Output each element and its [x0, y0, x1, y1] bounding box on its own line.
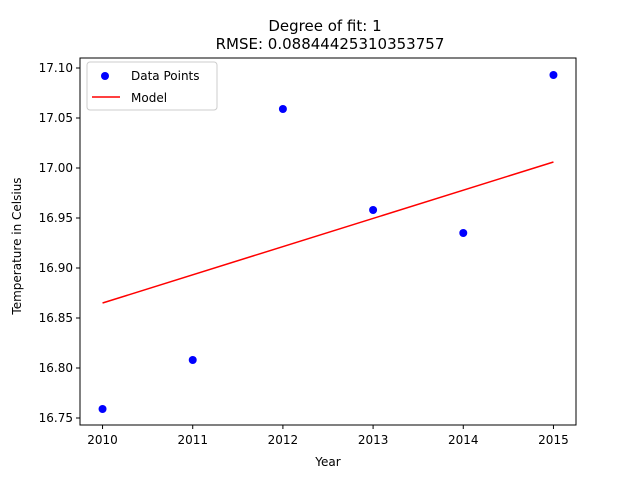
y-tick-label: 16.85	[39, 311, 73, 325]
axes: 2010 2011 2012 2013 2014 2015 16.75 16.80 16.85 1…	[39, 57, 577, 447]
data-point	[549, 71, 558, 79]
x-tick-label: 2012	[268, 433, 299, 447]
x-axis-label: Year	[314, 455, 340, 469]
legend-label-model: Model	[131, 91, 167, 105]
x-tick-label: 2015	[538, 433, 569, 447]
y-tick-label: 16.90	[39, 261, 73, 275]
data-point	[188, 356, 197, 364]
legend-label-data-points: Data Points	[131, 69, 200, 83]
legend-marker-data-points	[101, 72, 109, 80]
legend: Data Points Model	[86, 61, 218, 111]
series-line-model	[102, 161, 554, 304]
y-tick-label: 16.95	[39, 211, 73, 225]
x-tick-label: 2010	[87, 433, 118, 447]
plot-area	[98, 71, 558, 413]
data-point	[278, 105, 287, 113]
y-tick-label: 16.80	[39, 361, 73, 375]
x-tick-label: 2014	[448, 433, 479, 447]
plot-frame	[79, 57, 577, 426]
y-tick-label: 17.10	[39, 61, 73, 75]
y-tick-label: 17.05	[39, 111, 73, 125]
y-tick-label: 17.00	[39, 161, 73, 175]
legend-frame	[86, 61, 218, 111]
chart-title-line1: Degree of fit: 1	[268, 17, 381, 35]
y-axis-label: Temperature in Celsius	[10, 177, 24, 315]
chart-title-line2: RMSE: 0.08844425310353757	[216, 35, 445, 53]
x-tick-label: 2013	[358, 433, 389, 447]
x-tick-label: 2011	[177, 433, 208, 447]
y-tick-label: 16.75	[39, 411, 73, 425]
data-point	[369, 206, 378, 214]
data-point	[459, 229, 468, 237]
data-point	[98, 405, 107, 413]
